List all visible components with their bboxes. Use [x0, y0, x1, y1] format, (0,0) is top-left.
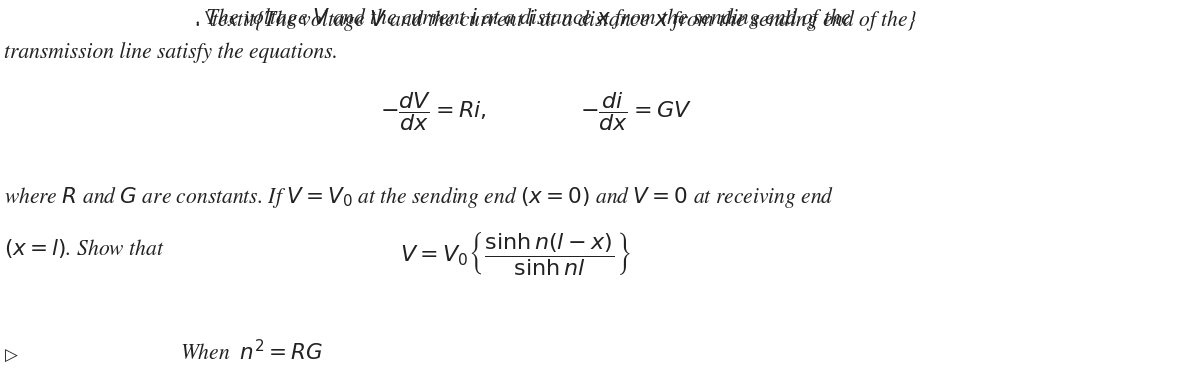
- Text: $-\dfrac{di}{dx} = GV$: $-\dfrac{di}{dx} = GV$: [580, 90, 691, 133]
- Text: where $R$ and $G$ are constants. If $V = V_0$ at the sending end $(x = 0)$ and $: where $R$ and $G$ are constants. If $V =…: [4, 185, 834, 210]
- Text: $-\dfrac{dV}{dx} = Ri,$: $-\dfrac{dV}{dx} = Ri,$: [380, 90, 486, 133]
- Text: $\triangleright$: $\triangleright$: [4, 348, 19, 364]
- Text: transmission line satisfy the equations.: transmission line satisfy the equations.: [4, 42, 338, 63]
- Text: $(x = l)$. Show that: $(x = l)$. Show that: [4, 237, 164, 260]
- Text: When  $n^2 = RG$: When $n^2 = RG$: [180, 340, 324, 365]
- Text: $V = V_0\left\{\dfrac{\sinh n(l-x)}{\sinh nl}\right\}$: $V = V_0\left\{\dfrac{\sinh n(l-x)}{\sin…: [400, 230, 630, 277]
- Text: . The voltage $V$ and the current $i$ at a distance $x$ from the sending end of : . The voltage $V$ and the current $i$ at…: [194, 6, 851, 31]
- Text: . \textit{The voltage $V$ and the current $i$ at a distance $x$ from the sending: . \textit{The voltage $V$ and the curren…: [194, 8, 917, 33]
